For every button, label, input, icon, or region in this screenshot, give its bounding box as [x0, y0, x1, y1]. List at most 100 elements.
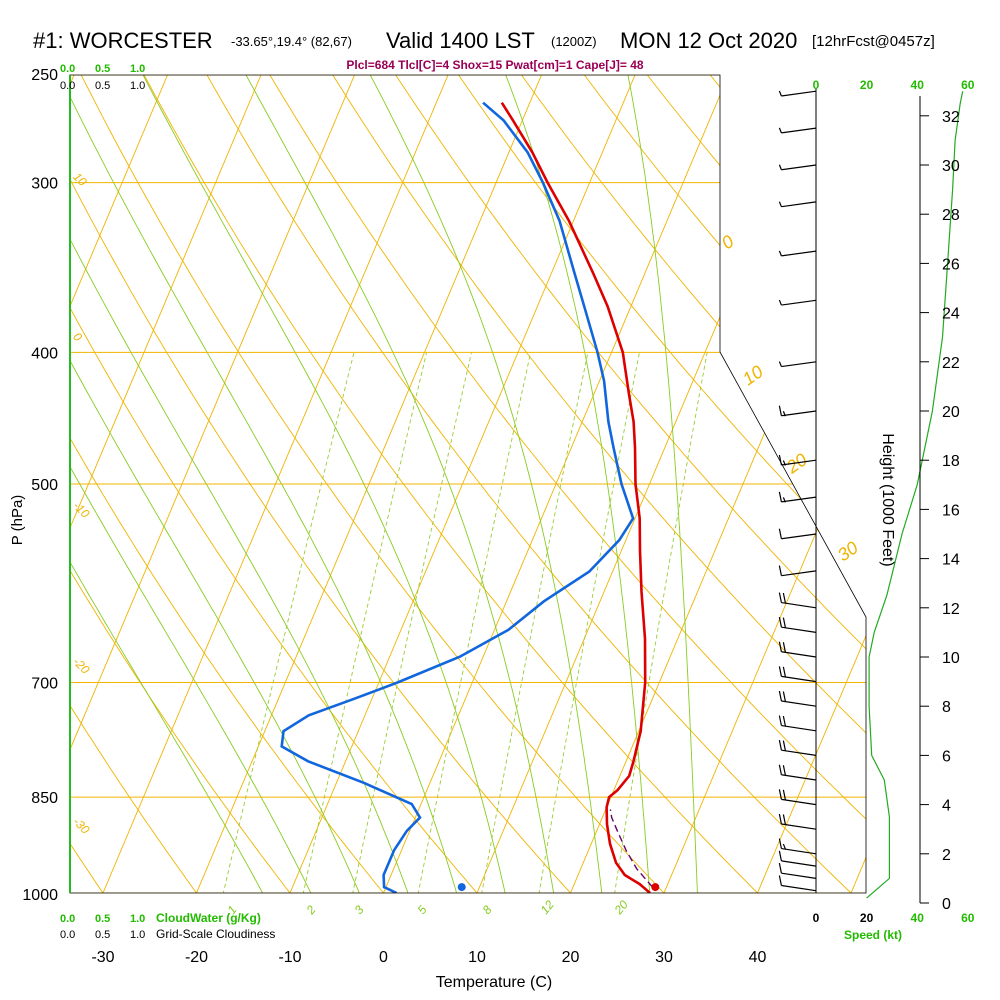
wind-barb-flag: [782, 411, 786, 417]
wind-barb-flag: [778, 789, 782, 800]
wind-barb: [778, 201, 817, 208]
height-tick-label: 16: [942, 502, 960, 519]
cloud-water-tick-bottom: 0.5: [95, 913, 110, 925]
wind-barb-flag: [778, 666, 782, 677]
dry-adiabat: [468, 75, 866, 893]
dry-adiabat-label: 10: [739, 361, 767, 389]
wind-barb-flag: [782, 765, 786, 776]
grid-lines: [70, 0, 1000, 922]
wind-barb-staff: [781, 250, 817, 257]
wind-barb-flag: [782, 460, 786, 466]
height-tick-label: 6: [942, 748, 951, 765]
wind-barb: [778, 90, 817, 97]
isotherm-label: -10: [70, 499, 92, 521]
temp-tick-label: -30: [91, 949, 114, 966]
speed-tick-bottom: 60: [961, 911, 975, 925]
speed-tick-top: 20: [860, 78, 874, 92]
wind-barb: [778, 617, 817, 633]
wind-barb: [778, 491, 817, 503]
height-tick-label: 12: [942, 601, 960, 618]
speed-tick-bottom: 40: [911, 911, 925, 925]
height-tick-label: 8: [942, 699, 951, 716]
wind-barb-flag: [778, 592, 782, 603]
wind-barb: [778, 127, 817, 134]
temp-axis-label: Temperature (C): [436, 974, 552, 991]
cloud-water-tick-bottom: 0.0: [60, 913, 75, 925]
height-tick-label: 28: [942, 207, 960, 224]
dry-adiabat: [70, 75, 313, 893]
dry-adiabat: [954, 0, 1000, 922]
wind-barb: [778, 740, 817, 756]
wind-barb-staff: [781, 127, 817, 134]
moist-adiabat: [70, 75, 279, 893]
cloudiness-tick: 0.0: [60, 80, 75, 92]
wind-barb: [778, 565, 817, 577]
speed-tick-top: 60: [961, 78, 975, 92]
mixing-ratio-label: 8: [480, 903, 495, 917]
wind-barb: [778, 875, 817, 892]
moist-adiabat: [205, 75, 559, 893]
mixing-ratio-label: 12: [538, 897, 558, 916]
wind-barb: [778, 690, 817, 707]
dry-adiabat: [70, 75, 503, 893]
dry-adiabat: [70, 75, 598, 893]
isotherm-line: [744, 75, 866, 893]
dry-adiabat-label: 0: [718, 231, 738, 253]
isotherm-line: [838, 75, 866, 893]
moist-adiabat: [70, 75, 326, 893]
wind-barb-staff: [781, 601, 817, 609]
wind-barb-staff: [781, 675, 817, 683]
cloud-water-tick: 1.0: [130, 63, 145, 75]
temp-tick-label: 40: [749, 949, 767, 966]
cloudiness-tick: 1.0: [130, 80, 145, 92]
cloud-water-tick: 0.0: [60, 63, 75, 75]
mixing-ratio-line: [216, 352, 355, 893]
wind-barb: [778, 454, 817, 466]
isotherm-line: [90, 75, 481, 893]
isotherm-line: [70, 75, 200, 893]
wind-barb-flag: [778, 617, 782, 628]
mixing-ratio-line: [609, 352, 708, 893]
wind-barb-flag: [782, 691, 786, 702]
dry-adiabat-label: 20: [782, 449, 811, 477]
wind-barb-staff: [781, 570, 817, 577]
height-tick-label: 30: [942, 158, 960, 175]
wind-barb-staff: [781, 774, 817, 781]
height-tick-label: 20: [942, 404, 960, 421]
cloud-water-label: CloudWater (g/Kg): [156, 911, 261, 925]
temp-tick-label: 30: [655, 949, 673, 966]
station-coords: -33.65°,19.4° (82,67): [231, 34, 352, 49]
speed-tick-bottom: 20: [860, 911, 874, 925]
speed-tick-top: 0: [813, 78, 820, 92]
wind-barb: [778, 164, 817, 171]
mixing-ratio-label: 2: [303, 903, 319, 918]
wind-barb-flag: [778, 813, 782, 825]
mixing-ratio-line: [412, 352, 532, 893]
wind-barb-flag: [778, 164, 782, 170]
wind-barb-staff: [781, 90, 817, 97]
forecast-info: [12hrFcst@0457z]: [812, 33, 935, 50]
dry-adiabat: [70, 75, 408, 893]
wind-barb-flag: [778, 850, 782, 861]
moist-adiabat: [70, 75, 419, 893]
forecast-date: MON 12 Oct 2020: [620, 28, 798, 53]
wind-barb-flag: [782, 789, 786, 800]
temp-tick-label: -20: [185, 949, 208, 966]
wind-barb-flag: [778, 361, 782, 367]
pressure-axis-label: P (hPa): [9, 495, 26, 546]
wind-barb-staff: [781, 533, 817, 540]
cloudiness-tick-bottom: 0.0: [60, 929, 75, 941]
cloud-water-tick: 0.5: [95, 63, 110, 75]
pressure-tick-label: 700: [31, 676, 58, 693]
height-tick-label: 18: [942, 453, 960, 470]
mixing-ratio-label: 5: [415, 903, 430, 917]
pressure-tick-label: 1000: [22, 887, 58, 904]
wind-barb-flag: [778, 875, 782, 886]
wind-barb-flag: [778, 715, 782, 726]
wind-barb-flag: [778, 250, 782, 257]
dry-adiabat: [226, 75, 866, 893]
isotherm-line: [70, 75, 294, 893]
isotherm-line: [557, 75, 866, 893]
